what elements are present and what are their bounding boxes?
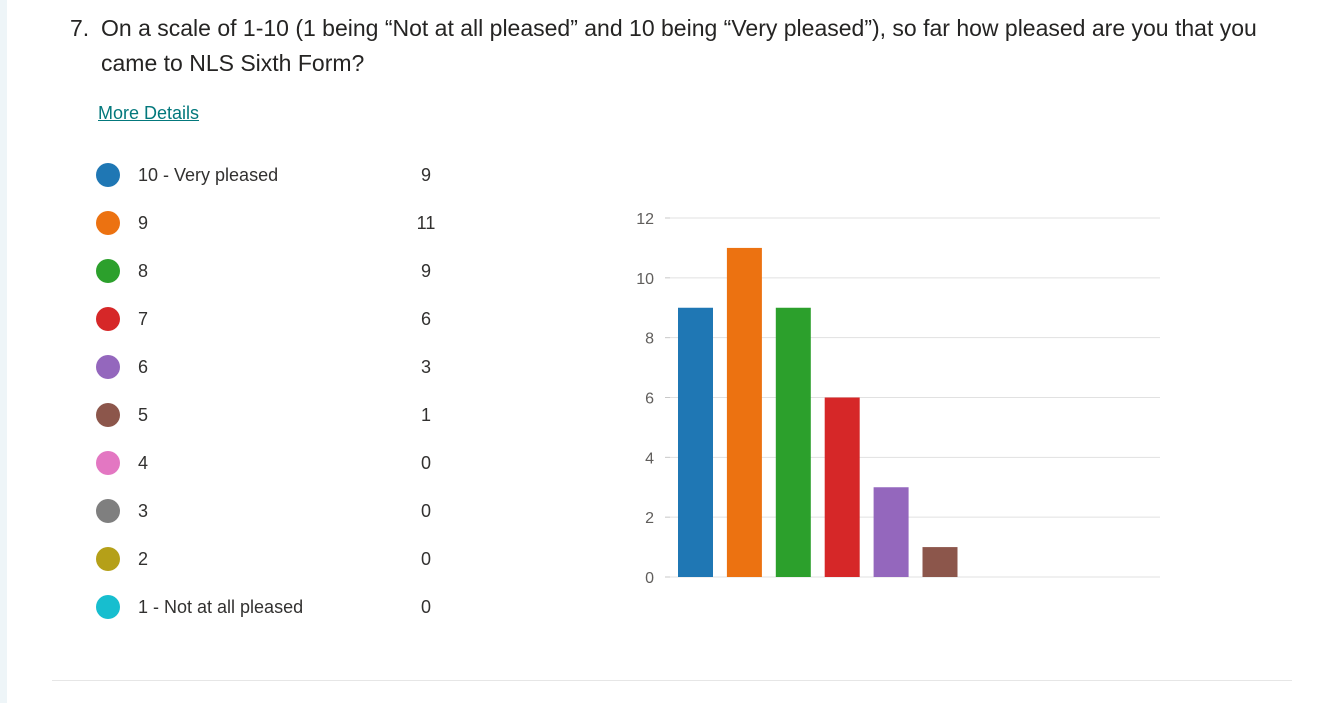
legend-color-dot — [96, 259, 120, 283]
y-tick-label: 6 — [645, 391, 654, 408]
y-tick-label: 0 — [645, 570, 654, 587]
legend-label: 10 - Very pleased — [138, 165, 279, 185]
legend-count: 0 — [420, 549, 431, 569]
legend-color-dot — [96, 499, 120, 523]
y-tick-label: 12 — [636, 211, 654, 228]
legend-color-dot — [96, 403, 120, 427]
legend-color-dot — [96, 307, 120, 331]
left-strip — [0, 0, 7, 703]
legend-color-dot — [96, 211, 120, 235]
legend-label: 4 — [138, 453, 149, 473]
legend-label: 6 — [138, 357, 149, 377]
legend-label: 5 — [138, 405, 149, 425]
legend-color-dot — [96, 451, 120, 475]
legend-label: 7 — [138, 309, 149, 329]
legend-count: 6 — [420, 309, 431, 329]
legend-item: 1 - Not at all pleased 0 — [96, 594, 456, 620]
legend-count: 1 — [420, 405, 431, 425]
bar — [775, 307, 811, 577]
legend-color-dot — [96, 163, 120, 187]
section-divider — [52, 680, 1292, 681]
bar — [824, 397, 860, 577]
legend-item: 9 11 — [96, 210, 456, 236]
bar-chart: 0 2 4 6 8 10 12 — [636, 211, 1160, 587]
y-tick-label: 2 — [645, 510, 654, 527]
legend-color-dot — [96, 547, 120, 571]
legend-label: 3 — [138, 501, 149, 521]
legend-label: 2 — [138, 549, 149, 569]
legend-label: 1 - Not at all pleased — [138, 597, 304, 617]
y-tick-label: 4 — [645, 450, 654, 467]
legend-count: 0 — [420, 597, 431, 617]
legend-count: 0 — [420, 453, 431, 473]
legend-count: 9 — [420, 165, 431, 185]
legend-color-dot — [96, 355, 120, 379]
y-tick-label: 10 — [636, 271, 654, 288]
legend-color-dot — [96, 595, 120, 619]
question-number: 7. — [70, 15, 90, 41]
legend-item: 10 - Very pleased 9 — [96, 162, 456, 188]
bar — [922, 547, 958, 577]
legend-label: 8 — [138, 261, 149, 281]
legend-count: 11 — [416, 213, 436, 233]
bar — [678, 307, 713, 577]
y-tick-label: 8 — [645, 331, 654, 348]
question-text: On a scale of 1-10 (1 being “Not at all … — [101, 15, 1257, 76]
bar — [726, 247, 762, 577]
legend-count: 9 — [420, 261, 431, 281]
legend-label: 9 — [138, 213, 149, 233]
question: 7. On a scale of 1-10 (1 being “Not at a… — [70, 11, 1290, 81]
more-details-link[interactable]: More Details — [98, 103, 200, 123]
bar — [873, 487, 909, 577]
legend-count: 0 — [420, 501, 431, 521]
legend-count: 3 — [420, 357, 431, 377]
